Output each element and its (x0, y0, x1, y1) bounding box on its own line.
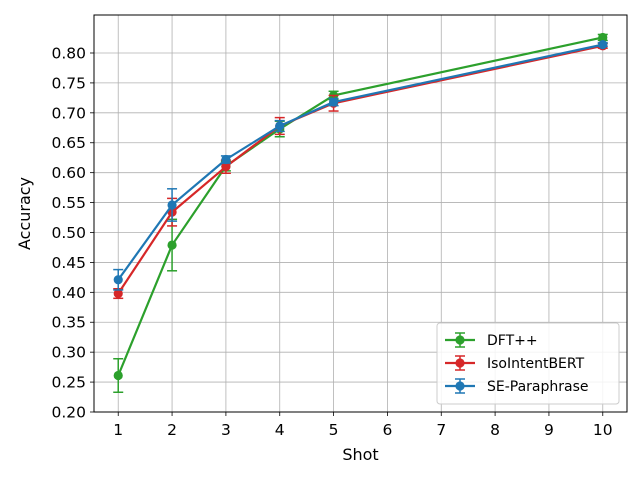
data-point (598, 40, 608, 50)
x-tick-label: 5 (329, 421, 339, 439)
y-tick-label: 0.60 (51, 164, 86, 182)
y-tick-label: 0.20 (51, 404, 86, 422)
y-tick-label: 0.80 (51, 44, 86, 62)
x-tick-label: 6 (382, 421, 392, 439)
legend-label: SE-Paraphrase (487, 379, 589, 395)
data-point (221, 154, 231, 165)
data-point (113, 288, 123, 299)
data-point (167, 240, 177, 250)
y-tick-label: 0.70 (51, 104, 86, 122)
y-tick-label: 0.45 (51, 254, 86, 272)
legend: DFT++ IsoIntentBERT SE-Paraphrase (436, 322, 620, 405)
data-point (221, 162, 231, 172)
x-tick-label: 1 (113, 421, 123, 439)
series-line (117, 44, 603, 295)
y-tick-label: 0.35 (51, 314, 86, 332)
data-point (598, 32, 608, 43)
y-tick-label: 0.30 (51, 344, 86, 362)
x-tick-label: 10 (593, 421, 613, 439)
x-tick-label: 4 (275, 421, 285, 439)
data-point (113, 275, 123, 285)
x-tick-label: 3 (221, 421, 231, 439)
y-tick-label: 0.65 (51, 134, 86, 152)
data-point (113, 370, 123, 381)
data-point (275, 121, 285, 131)
legend-marker (455, 358, 465, 368)
x-tick-label: 2 (167, 421, 177, 439)
x-tick-label: 7 (436, 421, 446, 439)
y-tick-label: 0.50 (51, 224, 86, 242)
legend-label: IsoIntentBERT (487, 356, 585, 372)
y-tick-label: 0.55 (51, 194, 86, 212)
y-tick-label: 0.25 (51, 374, 86, 392)
legend-box (436, 322, 620, 405)
x-tick-label: 9 (544, 421, 554, 439)
series-layer (113, 32, 608, 394)
legend-label: DFT++ (487, 333, 538, 349)
x-axis-label: Shot (342, 445, 378, 464)
series-line (117, 43, 603, 281)
legend-marker (455, 335, 465, 345)
data-point (328, 97, 339, 107)
y-axis-label: Accuracy (15, 177, 34, 250)
series-se-paraphrase (113, 40, 608, 291)
y-tick-label: 0.40 (51, 284, 86, 302)
plot-frame (93, 14, 628, 413)
y-tick-label: 0.75 (51, 74, 86, 92)
legend-marker (455, 381, 465, 391)
axis-ticks: 1 2 3 4 5 6 7 8 9 10 0.20 0.25 0.30 0.35 0.40 0.45 0.50 0… (51, 44, 612, 439)
data-point (167, 200, 177, 210)
x-tick-label: 8 (490, 421, 500, 439)
